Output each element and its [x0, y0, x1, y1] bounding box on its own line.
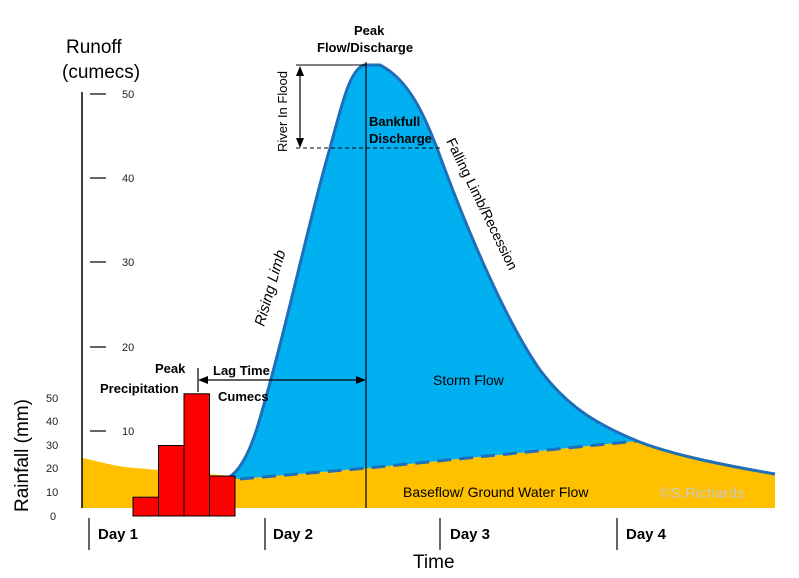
- peak-discharge-label-2: Flow/Discharge: [317, 40, 413, 55]
- hydrograph-curve: [227, 63, 776, 480]
- rainfall-tick-30: 30: [46, 440, 58, 452]
- rainfall-bar-1: [132, 496, 159, 517]
- copyright-label: ©S.Richards: [660, 485, 744, 502]
- runoff-tick-50: 50: [122, 89, 134, 101]
- runoff-tick-30: 30: [122, 257, 134, 269]
- peak-discharge-label-1: Peak: [354, 23, 385, 38]
- runoff-tick-10: 10: [122, 426, 134, 438]
- rainfall-tick-0: 0: [50, 511, 56, 523]
- rainfall-bar-2: [158, 445, 185, 517]
- runoff-tick-20: 20: [122, 342, 134, 354]
- rainfall-axis-title: Rainfall (mm): [12, 399, 33, 512]
- bankfull-label-1: Bankfull: [369, 114, 420, 129]
- storm-flow-label: Storm Flow: [433, 372, 505, 388]
- rainfall-tick-20: 20: [46, 463, 58, 475]
- peak-precip-label-1: Peak: [155, 361, 186, 376]
- day-1-label: Day 1: [98, 526, 138, 543]
- lag-time-arrow: [197, 368, 366, 392]
- peak-precip-label-2: Precipitation: [100, 381, 179, 396]
- rainfall-bars: [132, 393, 236, 517]
- rainfall-tick-40: 40: [46, 416, 58, 428]
- baseflow-label: Baseflow/ Ground Water Flow: [403, 484, 589, 500]
- baseflow-area: [82, 441, 775, 508]
- rainfall-tick-50: 50: [46, 393, 58, 405]
- bankfull-label-2: Discharge: [369, 131, 432, 146]
- time-axis-title: Time: [413, 552, 455, 573]
- day-markers: [88, 518, 618, 550]
- runoff-axis-title-1: Runoff: [66, 37, 122, 58]
- rainfall-bar-3: [183, 393, 210, 517]
- rising-limb-label: Rising Limb: [252, 248, 290, 328]
- river-in-flood-arrow: [296, 66, 304, 148]
- day-2-label: Day 2: [273, 526, 313, 543]
- storm-flow-area: [228, 65, 637, 479]
- cumecs-label: Cumecs: [218, 389, 269, 404]
- river-in-flood-label: River In Flood: [275, 71, 290, 152]
- baseflow-separation-line: [239, 439, 638, 481]
- day-3-label: Day 3: [450, 526, 490, 543]
- runoff-ticks: [90, 93, 106, 432]
- runoff-axis-title-2: (cumecs): [62, 62, 140, 83]
- lag-time-label: Lag Time: [213, 363, 270, 378]
- rainfall-tick-10: 10: [46, 487, 58, 499]
- rainfall-bar-4: [209, 475, 236, 517]
- runoff-tick-40: 40: [122, 173, 134, 185]
- day-4-label: Day 4: [626, 526, 667, 543]
